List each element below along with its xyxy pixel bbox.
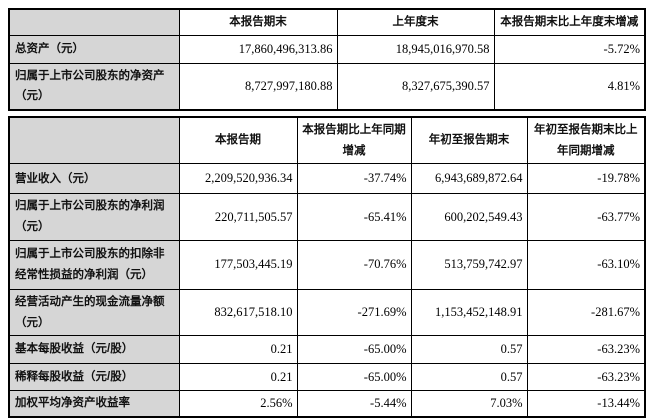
cell-value: 177,503,445.19 [178,239,298,290]
cell-value: 1,153,452,148.91 [410,288,528,337]
table-row: 归属于上市公司股东的净资产（元） 8,727,997,180.88 8,327,… [8,62,646,111]
table-row: 营业收入（元） 2,209,520,936.34 -37.74% 6,943,6… [8,163,646,195]
row-label: 总资产（元） [8,34,180,64]
table-row: 加权平均净资产收益率 2.56% -5.44% 7.03% -13.44% [8,390,646,418]
cell-value: 18,945,016,970.58 [336,34,495,64]
table-header-row: 本报告期 本报告期比上年同期增减 年初至报告期末 年初至报告期末比上年同期增减 [8,116,646,165]
cell-value: 17,860,496,313.86 [178,34,338,64]
cell-value: -65.00% [296,335,412,365]
cell-value: 513,759,742.97 [410,239,528,290]
row-label: 营业收入（元） [8,163,180,195]
cell-value: 6,943,689,872.64 [410,163,528,195]
cell-value: -65.41% [296,193,412,241]
column-header: 本报告期比上年同期增减 [296,116,412,165]
cell-value: -63.23% [526,335,646,365]
row-label: 归属于上市公司股东的扣除非经常性损益的净利润（元） [8,239,180,290]
row-label: 归属于上市公司股东的净利润（元） [8,193,180,241]
cell-value: 2.56% [178,390,298,418]
cell-value: -63.77% [526,193,646,241]
cell-value: 220,711,505.57 [178,193,298,241]
cell-value: 2,209,520,936.34 [178,163,298,195]
cell-value: 8,727,997,180.88 [178,62,338,111]
cell-value: -63.10% [526,239,646,290]
column-header: 本报告期末 [178,8,338,36]
cell-value: 832,617,518.10 [178,288,298,337]
cell-value: -5.44% [296,390,412,418]
row-label: 经营活动产生的现金流量净额（元） [8,288,180,337]
row-label: 稀释每股收益（元/股） [8,363,180,392]
column-header: 本报告期 [178,116,298,165]
cell-value: 4.81% [493,62,646,111]
period-results-table: 本报告期 本报告期比上年同期增减 年初至报告期末 年初至报告期末比上年同期增减 … [8,116,646,418]
cell-value: -19.78% [526,163,646,195]
table-row: 稀释每股收益（元/股） 0.21 -65.00% 0.57 -63.23% [8,363,646,392]
cell-value: 7.03% [410,390,528,418]
row-label: 加权平均净资产收益率 [8,390,180,418]
cell-value: -63.23% [526,363,646,392]
table-row: 归属于上市公司股东的净利润（元） 220,711,505.57 -65.41% … [8,193,646,241]
cell-value: -13.44% [526,390,646,418]
table-row: 总资产（元） 17,860,496,313.86 18,945,016,970.… [8,34,646,64]
cell-value: 0.57 [410,335,528,365]
cell-value: -65.00% [296,363,412,392]
cell-value: 0.21 [178,363,298,392]
table-row: 经营活动产生的现金流量净额（元） 832,617,518.10 -271.69%… [8,288,646,337]
table-header-row: 本报告期末 上年度末 本报告期末比上年度末增减 [8,8,646,36]
row-label: 归属于上市公司股东的净资产（元） [8,62,180,111]
cell-value: 0.21 [178,335,298,365]
corner-cell [8,116,180,165]
row-label: 基本每股收益（元/股） [8,335,180,365]
cell-value: -70.76% [296,239,412,290]
corner-cell [8,8,180,36]
table-row: 归属于上市公司股东的扣除非经常性损益的净利润（元） 177,503,445.19… [8,239,646,290]
cell-value: -281.67% [526,288,646,337]
cell-value: -37.74% [296,163,412,195]
cell-value: 8,327,675,390.57 [336,62,495,111]
cell-value: 0.57 [410,363,528,392]
table-row: 基本每股收益（元/股） 0.21 -65.00% 0.57 -63.23% [8,335,646,365]
column-header: 年初至报告期末 [410,116,528,165]
column-header: 上年度末 [336,8,495,36]
cell-value: -5.72% [493,34,646,64]
column-header: 本报告期末比上年度末增减 [493,8,646,36]
cell-value: -271.69% [296,288,412,337]
column-header: 年初至报告期末比上年同期增减 [526,116,646,165]
cell-value: 600,202,549.43 [410,193,528,241]
period-end-balance-table: 本报告期末 上年度末 本报告期末比上年度末增减 总资产（元） 17,860,49… [8,8,646,112]
